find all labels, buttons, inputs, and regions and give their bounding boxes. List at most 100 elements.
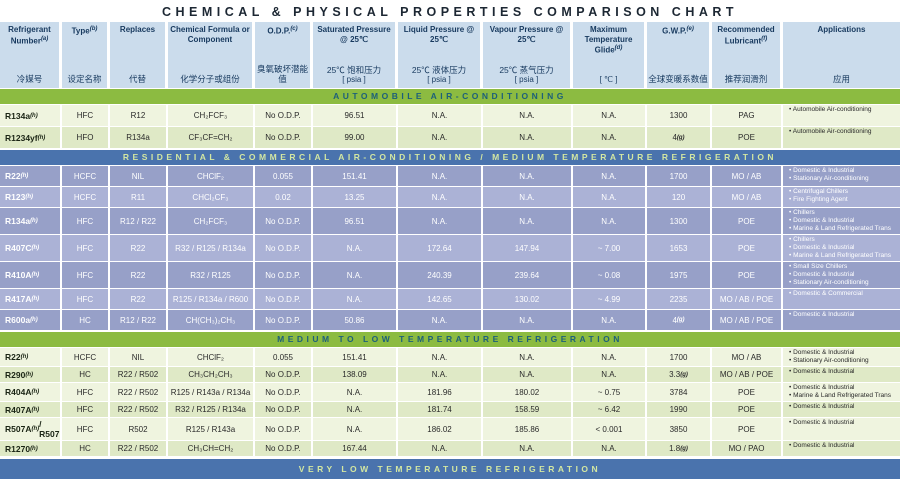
column-header-type: Type(b) 设定名称 bbox=[62, 22, 110, 88]
cell-type: HFC bbox=[62, 418, 110, 440]
column-header-gwp: G.W.P.(e) 全球变暖系数值 bbox=[647, 22, 712, 88]
cell-odp: 0.02 bbox=[255, 187, 313, 207]
cell-odp: 0.055 bbox=[255, 166, 313, 186]
cell-type: HFC bbox=[62, 289, 110, 309]
gwp-value: 2235 bbox=[669, 294, 688, 304]
cell-lubricant: MO / PAO bbox=[712, 441, 783, 456]
cell-lubricant: MO / AB / POE bbox=[712, 310, 783, 330]
cell-replaces: NIL bbox=[110, 348, 168, 366]
cell-odp: No O.D.P. bbox=[255, 262, 313, 288]
cell-glide: ~ 0.75 bbox=[573, 383, 647, 401]
refrigerant-name: R134a bbox=[5, 110, 31, 121]
cell-vap: N.A. bbox=[483, 310, 573, 330]
column-label-en: Vapour Pressure @ 25℃ bbox=[489, 25, 564, 44]
cell-sat: N.A. bbox=[313, 235, 398, 261]
cell-formula: CF₃CF=CH₂ bbox=[168, 127, 255, 148]
column-label-zh: 设定名称 bbox=[67, 74, 102, 84]
cell-formula: CH(CH₃)₂CH₃ bbox=[168, 310, 255, 330]
section-header: RESIDENTIAL & COMMERCIAL AIR-CONDITIONIN… bbox=[0, 149, 900, 166]
footnote-marker: (e) bbox=[686, 26, 694, 32]
column-label-en: Recommended Lubricant bbox=[717, 25, 775, 46]
footnote-marker: (h) bbox=[20, 354, 29, 360]
cell-sat: N.A. bbox=[313, 289, 398, 309]
cell-gwp: 4 (g) bbox=[647, 310, 712, 330]
cell-liq: 142.65 bbox=[398, 289, 483, 309]
application-item: Domestic & Industrial bbox=[789, 403, 854, 411]
refrigerant-name-cell: R407C (h) bbox=[0, 235, 62, 261]
application-item: Stationary Air-conditioning bbox=[789, 175, 869, 183]
refrigerant-name: R22 bbox=[5, 171, 21, 181]
refrigerant-name-cell: R1234yf (h) bbox=[0, 127, 62, 148]
refrigerant-row-R134a: R134a (h) HFC R12 CH₂FCF₃ No O.D.P. 96.51 N.A. N… bbox=[0, 105, 900, 127]
gwp-value: 1700 bbox=[669, 171, 688, 181]
cell-applications: Automobile Air-conditioning bbox=[783, 127, 900, 148]
cell-gwp: 1975 bbox=[647, 262, 712, 288]
refrigerant-row-R507A: R507A (h) / R507 HFC R502 R125 / R143a No O.D.… bbox=[0, 418, 900, 441]
column-label-en: Chemical Formula or Component bbox=[170, 25, 250, 44]
cell-lubricant: POE bbox=[712, 383, 783, 401]
cell-replaces: R22 bbox=[110, 262, 168, 288]
section-header: MEDIUM TO LOW TEMPERATURE REFRIGERATION bbox=[0, 331, 900, 348]
cell-replaces: R12 / R22 bbox=[110, 310, 168, 330]
column-label-en: Maximum Temperature Glide bbox=[584, 25, 633, 55]
cell-type: HC bbox=[62, 441, 110, 456]
refrigerant-name-cell: R404A (h) bbox=[0, 383, 62, 401]
cell-type: HFC bbox=[62, 208, 110, 234]
cell-lubricant: POE bbox=[712, 127, 783, 148]
column-header-sat: Saturated Pressure @ 25℃ 25℃ 饱和压力[ psia ] bbox=[313, 22, 398, 88]
column-header-apps: Applications 应用 bbox=[783, 22, 900, 88]
column-label-zh: 25℃ 液体压力 bbox=[411, 65, 467, 75]
refrigerant-name-cell: R410A (h) bbox=[0, 262, 62, 288]
cell-applications: Domestic & Industrial bbox=[783, 441, 900, 456]
column-header-odp: O.D.P.(c) 臭氧破坏潜能值 bbox=[255, 22, 313, 88]
column-unit: [ psia ] bbox=[342, 75, 366, 84]
footnote-marker: (h) bbox=[30, 317, 38, 323]
refrigerant-row-R410A: R410A (h) HFC R22 R32 / R125 No O.D.P. N.A. 240… bbox=[0, 262, 900, 289]
cell-vap: 158.59 bbox=[483, 402, 573, 417]
refrigerant-name: R22 bbox=[5, 352, 21, 362]
gwp-value: 120 bbox=[671, 192, 686, 202]
application-item: Stationary Air-conditioning bbox=[789, 279, 869, 287]
column-label-zh: 臭氧破坏潜能值 bbox=[256, 64, 308, 84]
application-item: Domestic & Industrial bbox=[789, 384, 854, 392]
application-item: Domestic & Industrial bbox=[789, 311, 854, 319]
cell-formula: CHClF₂ bbox=[168, 348, 255, 366]
cell-odp: No O.D.P. bbox=[255, 310, 313, 330]
cell-liq: 181.96 bbox=[398, 383, 483, 401]
cell-glide: N.A. bbox=[573, 441, 647, 456]
refrigerant-name: R407C bbox=[5, 243, 32, 253]
cell-sat: 99.00 bbox=[313, 127, 398, 148]
cell-glide: N.A. bbox=[573, 105, 647, 126]
cell-glide: N.A. bbox=[573, 367, 647, 382]
cell-odp: 0.055 bbox=[255, 348, 313, 366]
column-header-name: Refrigerant Number(a) 冷媒号 bbox=[0, 22, 62, 88]
column-label-zh: 化学分子或组份 bbox=[180, 74, 240, 84]
application-item: Fire Fighting Agent bbox=[789, 196, 848, 204]
gwp-value: 1300 bbox=[669, 216, 688, 226]
cell-sat: N.A. bbox=[313, 402, 398, 417]
refrigerant-name: R600a bbox=[5, 315, 31, 325]
cell-formula: CHCl₂CF₃ bbox=[168, 187, 255, 207]
footnote-marker: (h) bbox=[31, 426, 40, 432]
footnote-marker: (h) bbox=[30, 445, 38, 452]
footnote-marker: (h) bbox=[30, 112, 38, 119]
cell-liq: N.A. bbox=[398, 105, 483, 126]
refrigerant-name-cell: R507A (h) / R507 bbox=[0, 418, 62, 440]
cell-gwp: 1990 bbox=[647, 402, 712, 417]
application-item: Domestic & Industrial bbox=[789, 217, 854, 225]
footnote-marker: (h) bbox=[30, 218, 38, 224]
column-label-en: Refrigerant Number bbox=[8, 25, 51, 46]
cell-gwp: 1300 bbox=[647, 208, 712, 234]
cell-replaces: R12 bbox=[110, 105, 168, 126]
refrigerant-row-R134a: R134a (h) HFC R12 / R22 CH₂FCF₃ No O.D.P. 96.5… bbox=[0, 208, 900, 235]
refrigerant-name: R410A bbox=[5, 270, 32, 280]
cell-glide: N.A. bbox=[573, 348, 647, 366]
application-item: Domestic & Industrial bbox=[789, 442, 854, 450]
column-label-zh: 应用 bbox=[832, 74, 850, 84]
cell-type: HFC bbox=[62, 383, 110, 401]
cell-applications: Domestic & Industrial bbox=[783, 310, 900, 330]
cell-sat: 151.41 bbox=[313, 348, 398, 366]
cell-lubricant: MO / AB bbox=[712, 187, 783, 207]
cell-lubricant: MO / AB bbox=[712, 166, 783, 186]
